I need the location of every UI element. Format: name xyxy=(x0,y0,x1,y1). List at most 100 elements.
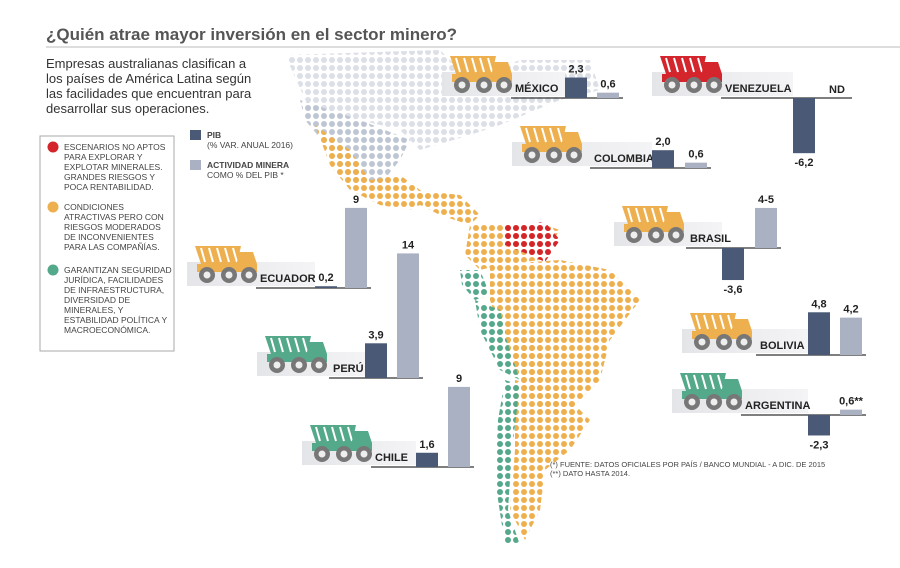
truck-stripe xyxy=(463,57,469,73)
truck-stripe xyxy=(270,337,276,353)
series-subtitle: COMO % DEL PIB * xyxy=(207,170,284,180)
truck-hub xyxy=(225,271,233,279)
truck-hub xyxy=(720,338,728,346)
country-name: PERÚ xyxy=(333,362,364,375)
country-name: ECUADOR xyxy=(260,273,316,285)
truck-stripe xyxy=(541,127,547,143)
truck-stripe xyxy=(701,374,707,390)
truck-hub xyxy=(500,81,508,89)
bar xyxy=(793,98,815,154)
legend-dot xyxy=(47,264,59,276)
legend-text: RIESGOS MODERADOS xyxy=(64,222,161,232)
truck-hub xyxy=(295,361,303,369)
truck-stripe xyxy=(689,57,695,73)
intro-line: los países de América Latina según xyxy=(46,71,251,86)
truck-hub xyxy=(690,81,698,89)
truck-stripe xyxy=(294,337,300,353)
series-swatch xyxy=(190,160,201,170)
footnote: (**) DATO HASTA 2014. xyxy=(550,469,630,478)
truck-hub xyxy=(340,450,348,458)
truck-stripe xyxy=(549,127,555,143)
truck-stripe xyxy=(347,426,353,442)
bar xyxy=(808,312,830,355)
truck-hub xyxy=(273,361,281,369)
value-label: -2,3 xyxy=(810,439,829,451)
legend-text: CONDICIONES xyxy=(64,202,124,212)
legend-text: PARA LAS COMPAÑÍAS. xyxy=(64,242,160,252)
truck-hub xyxy=(698,338,706,346)
truck-stripe xyxy=(479,57,485,73)
bar xyxy=(652,150,674,168)
footnote: (*) FUENTE: DATOS OFICIALES POR PAÍS / B… xyxy=(550,460,825,469)
truck-stripe xyxy=(643,207,649,223)
intro-line: desarrollar sus operaciones. xyxy=(46,101,209,116)
truck-hub xyxy=(688,398,696,406)
legend-dot xyxy=(47,201,59,213)
truck-stripe xyxy=(557,127,563,143)
bar xyxy=(416,452,438,467)
series-swatch xyxy=(190,130,201,140)
bar xyxy=(315,286,337,288)
truck-stripe xyxy=(703,314,709,330)
bar xyxy=(722,248,744,281)
truck-stripe xyxy=(709,374,715,390)
truck-stripe xyxy=(651,207,657,223)
truck-stripe xyxy=(471,57,477,73)
truck-stripe xyxy=(685,374,691,390)
truck-icon xyxy=(690,313,752,350)
legend-text: EXPLOTAR MINERALES. xyxy=(64,162,163,172)
truck-hub xyxy=(360,450,368,458)
truck-hub xyxy=(630,231,638,239)
truck-stripe xyxy=(331,426,337,442)
truck-hub xyxy=(710,81,718,89)
country-name: COLOMBIA xyxy=(594,153,654,165)
truck-icon xyxy=(622,206,684,243)
truck-stripe xyxy=(339,426,345,442)
legend-text: MACROECONÓMICA. xyxy=(64,325,150,335)
bar xyxy=(365,343,387,378)
truck-stripe xyxy=(717,374,723,390)
truck-stripe xyxy=(727,314,733,330)
map xyxy=(285,50,640,545)
truck-stripe xyxy=(278,337,284,353)
truck-stripe xyxy=(525,127,531,143)
truck-hub xyxy=(668,81,676,89)
truck-stripe xyxy=(627,207,633,223)
value-label: 4-5 xyxy=(758,194,774,206)
truck-stripe xyxy=(487,57,493,73)
truck-stripe xyxy=(697,57,703,73)
truck-icon xyxy=(310,425,372,462)
country-name: MÉXICO xyxy=(515,82,559,95)
truck-hub xyxy=(550,151,558,159)
legend-text: DIVERSIDAD DE xyxy=(64,295,130,305)
intro-line: las facilidades que encuentran para xyxy=(46,86,252,101)
truck-stripe xyxy=(200,247,206,263)
legend-text: ATRACTIVAS PERO CON xyxy=(64,212,164,222)
truck-icon xyxy=(265,336,327,373)
truck-stripe xyxy=(659,207,665,223)
bar xyxy=(565,77,587,98)
value-label: 2,3 xyxy=(568,64,583,76)
truck-stripe xyxy=(315,426,321,442)
truck-hub xyxy=(315,361,323,369)
value-label: 9 xyxy=(353,194,359,206)
truck-stripe xyxy=(711,314,717,330)
truck-stripe xyxy=(719,314,725,330)
value-label: ND xyxy=(829,84,845,96)
value-label: 2,0 xyxy=(655,136,670,148)
truck-stripe xyxy=(323,426,329,442)
value-label: 1,6 xyxy=(419,439,434,451)
legend-text: GARANTIZAN SEGURIDAD xyxy=(64,265,172,275)
truck-stripe xyxy=(635,207,641,223)
truck-stripe xyxy=(302,337,308,353)
value-label: 0,6 xyxy=(600,79,615,91)
truck-stripe xyxy=(673,57,679,73)
truck-hub xyxy=(710,398,718,406)
truck-stripe xyxy=(693,374,699,390)
country-name: ARGENTINA xyxy=(745,400,810,412)
legend-text: ESCENARIOS NO APTOS xyxy=(64,142,166,152)
truck-hub xyxy=(570,151,578,159)
legend-text: DE INFRAESTRUCTURA, xyxy=(64,285,164,295)
